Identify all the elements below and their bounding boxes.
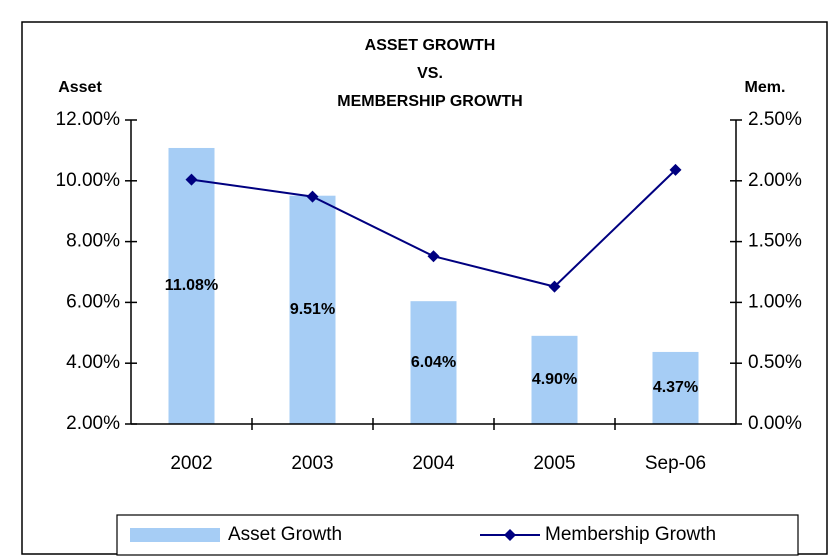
legend-label: Asset Growth xyxy=(228,524,342,545)
data-label: 4.90% xyxy=(532,371,577,388)
data-label: 11.08% xyxy=(165,277,218,294)
x-tick-label: Sep-06 xyxy=(645,453,706,474)
marker xyxy=(548,280,561,293)
marker xyxy=(306,190,319,203)
x-tick-label: 2005 xyxy=(533,453,575,474)
marker xyxy=(427,250,440,263)
legend-swatch xyxy=(130,528,220,542)
y2-tick-label: 0.50% xyxy=(748,352,802,373)
y-tick-label: 10.00% xyxy=(56,170,121,191)
y-axis-label: Asset xyxy=(58,79,102,96)
y2-axis-label: Mem. xyxy=(745,79,786,96)
data-label: 6.04% xyxy=(411,354,456,371)
marker xyxy=(669,163,682,176)
y-tick-label: 6.00% xyxy=(66,291,120,312)
marker xyxy=(185,173,198,186)
x-tick-label: 2003 xyxy=(291,453,333,474)
chart-title: MEMBERSHIP GROWTH xyxy=(337,93,522,110)
y-tick-label: 4.00% xyxy=(66,352,120,373)
data-label: 9.51% xyxy=(290,301,335,318)
bar xyxy=(652,351,699,424)
chart-title: ASSET GROWTH xyxy=(365,37,496,54)
y2-tick-label: 1.00% xyxy=(748,291,802,312)
legend-label: Membership Growth xyxy=(545,524,716,545)
x-tick-label: 2002 xyxy=(170,453,212,474)
y2-tick-label: 0.00% xyxy=(748,413,802,434)
bar xyxy=(168,147,215,424)
chart-title: VS. xyxy=(417,65,443,82)
chart-frame xyxy=(21,21,828,555)
y-tick-label: 2.00% xyxy=(66,413,120,434)
y2-tick-label: 2.00% xyxy=(748,170,802,191)
bar xyxy=(410,301,457,424)
legend xyxy=(116,514,799,556)
y-tick-label: 12.00% xyxy=(56,109,121,130)
data-label: 4.37% xyxy=(653,379,698,396)
y2-tick-label: 1.50% xyxy=(748,231,802,252)
y2-tick-label: 2.50% xyxy=(748,109,802,130)
legend-marker xyxy=(504,529,516,541)
bar xyxy=(289,195,336,424)
y-tick-label: 8.00% xyxy=(66,231,120,252)
x-tick-label: 2004 xyxy=(412,453,455,474)
bar xyxy=(531,335,578,424)
